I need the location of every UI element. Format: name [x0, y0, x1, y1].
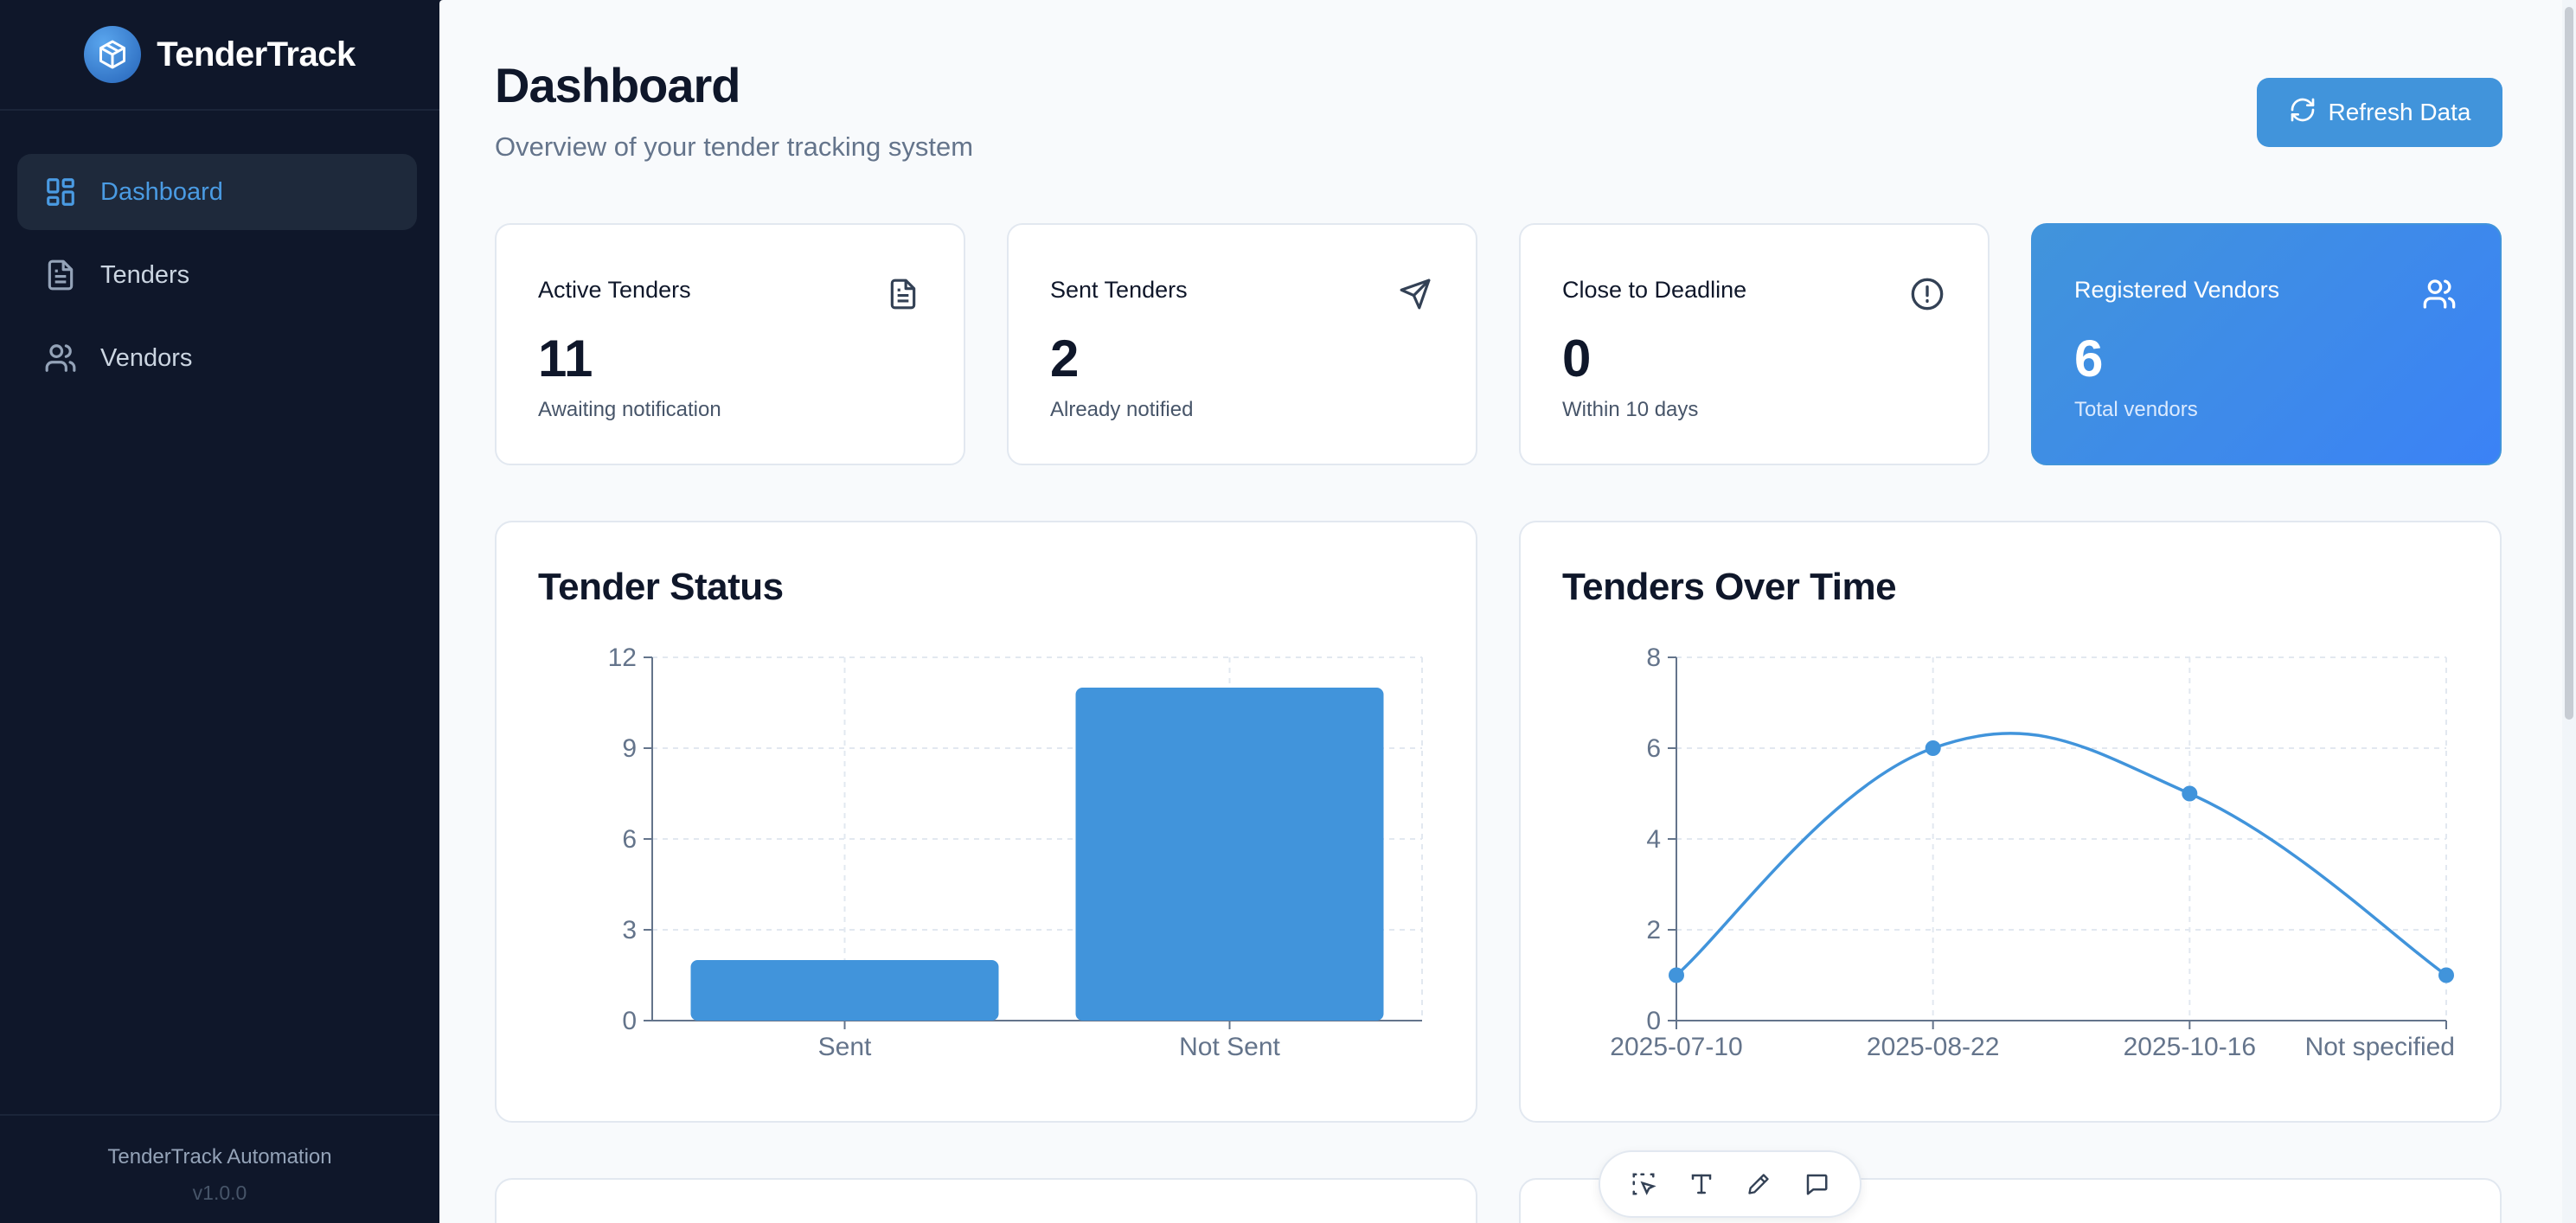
data-point	[2182, 785, 2198, 802]
stat-card-sent-tenders: Sent Tenders 2 Already notified	[1007, 223, 1477, 465]
document-icon	[884, 275, 922, 313]
y-tick-label: 4	[1646, 825, 1661, 854]
x-tick-label: 2025-10-16	[2124, 1033, 2256, 1061]
series-line	[1675, 732, 2448, 976]
refresh-label: Refresh Data	[2328, 99, 2471, 125]
stat-value: 0	[1562, 330, 1592, 387]
select-area-tool-button[interactable]	[1619, 1160, 1668, 1208]
bottom-card-left	[495, 1178, 1477, 1223]
brand[interactable]: TenderTrack	[0, 0, 439, 111]
bar-not-sent	[1075, 688, 1384, 1021]
stat-value: 11	[538, 330, 593, 387]
stat-card-close-to-deadline: Close to Deadline 0 Within 10 days	[1519, 223, 1990, 465]
comment-tool-button[interactable]	[1792, 1160, 1841, 1208]
y-tick-label: 6	[622, 825, 637, 854]
tenders-over-time-line-chart: 0 2 4 6 8 2025-07-10 2025-08-22 2025-10-16 Not s…	[1610, 644, 2455, 1061]
document-icon	[43, 258, 78, 292]
refresh-icon	[2289, 96, 2316, 130]
stat-value: 6	[2074, 330, 2104, 387]
y-tick-label: 8	[1646, 644, 1661, 672]
sidebar-item-tenders[interactable]: Tenders	[17, 237, 417, 313]
stat-description: Already notified	[1050, 398, 1194, 421]
sidebar-item-label: Dashboard	[100, 177, 223, 206]
x-tick-label: Not Sent	[1179, 1033, 1280, 1061]
text-tool-button[interactable]	[1677, 1160, 1726, 1208]
stat-title: Close to Deadline	[1562, 277, 1747, 303]
alert-circle-icon	[1908, 275, 1946, 313]
refresh-data-button[interactable]: Refresh Data	[2257, 78, 2502, 147]
sidebar-item-label: Vendors	[100, 343, 193, 372]
main-content: Dashboard Overview of your tender tracki…	[439, 0, 2576, 1223]
users-icon	[43, 341, 78, 375]
x-tick-label: 2025-08-22	[1867, 1033, 1999, 1061]
footer-app-name: TenderTrack Automation	[107, 1145, 332, 1169]
dashboard-grid-icon	[43, 175, 78, 209]
bar-sent	[690, 960, 999, 1021]
y-tick-label: 6	[1646, 734, 1661, 763]
data-point	[2438, 967, 2454, 983]
sidebar-nav: Dashboard Tenders	[17, 154, 417, 403]
stat-description: Total vendors	[2074, 398, 2198, 421]
send-icon	[1396, 275, 1434, 313]
chart-title: Tenders Over Time	[1562, 566, 1897, 608]
y-tick-label: 2	[1646, 916, 1661, 944]
stat-value: 2	[1050, 330, 1080, 387]
users-icon	[2420, 275, 2458, 313]
y-tick-label: 9	[622, 734, 637, 763]
stat-description: Within 10 days	[1562, 398, 1699, 421]
y-tick-label: 0	[1646, 1007, 1661, 1035]
footer-version: v1.0.0	[192, 1181, 247, 1204]
sidebar-item-label: Tenders	[100, 260, 190, 289]
scrollbar-thumb[interactable]	[2565, 7, 2573, 720]
sidebar-item-dashboard[interactable]: Dashboard	[17, 154, 417, 230]
chart-card-tenders-over-time: Tenders Over Time 0 2 4 6 8 2025-07-10 2025-08…	[1519, 521, 2502, 1123]
x-tick-label: 2025-07-10	[1610, 1033, 1742, 1061]
chart-title: Tender Status	[538, 566, 784, 608]
data-point	[1669, 967, 1684, 983]
stat-description: Awaiting notification	[538, 398, 721, 421]
package-icon	[84, 26, 142, 83]
y-tick-label: 0	[622, 1007, 637, 1035]
data-point	[1925, 740, 1941, 756]
chart-card-tender-status: Tender Status 0 3 6 9 12 Sent Not Sent	[495, 521, 1477, 1123]
stat-card-registered-vendors: Registered Vendors 6 Total vendors	[2031, 223, 2502, 465]
stat-title: Active Tenders	[538, 277, 691, 303]
y-tick-label: 12	[608, 644, 637, 672]
stat-title: Sent Tenders	[1050, 277, 1188, 303]
comment-icon	[1806, 1174, 1828, 1195]
stat-card-active-tenders: Active Tenders 11 Awaiting notification	[495, 223, 965, 465]
pencil-tool-button[interactable]	[1734, 1160, 1783, 1208]
x-tick-label: Not specified	[2305, 1033, 2455, 1061]
brand-name: TenderTrack	[157, 35, 356, 74]
stat-title: Registered Vendors	[2074, 277, 2280, 303]
annotation-toolbar	[1599, 1150, 1862, 1218]
tender-status-bar-chart: 0 3 6 9 12 Sent Not Sent	[608, 644, 1423, 1061]
sidebar-footer: TenderTrack Automation v1.0.0	[0, 1114, 439, 1223]
page-title: Dashboard	[495, 58, 740, 112]
y-tick-label: 3	[622, 916, 637, 944]
sidebar: TenderTrack Dashboard	[0, 0, 439, 1223]
page-subtitle: Overview of your tender tracking system	[495, 131, 974, 162]
sidebar-item-vendors[interactable]: Vendors	[17, 320, 417, 396]
select-area-icon	[1632, 1173, 1657, 1195]
vertical-scrollbar[interactable]	[2562, 0, 2576, 1223]
x-tick-label: Sent	[818, 1033, 872, 1061]
pencil-icon	[1748, 1174, 1769, 1194]
text-icon	[1691, 1174, 1712, 1194]
